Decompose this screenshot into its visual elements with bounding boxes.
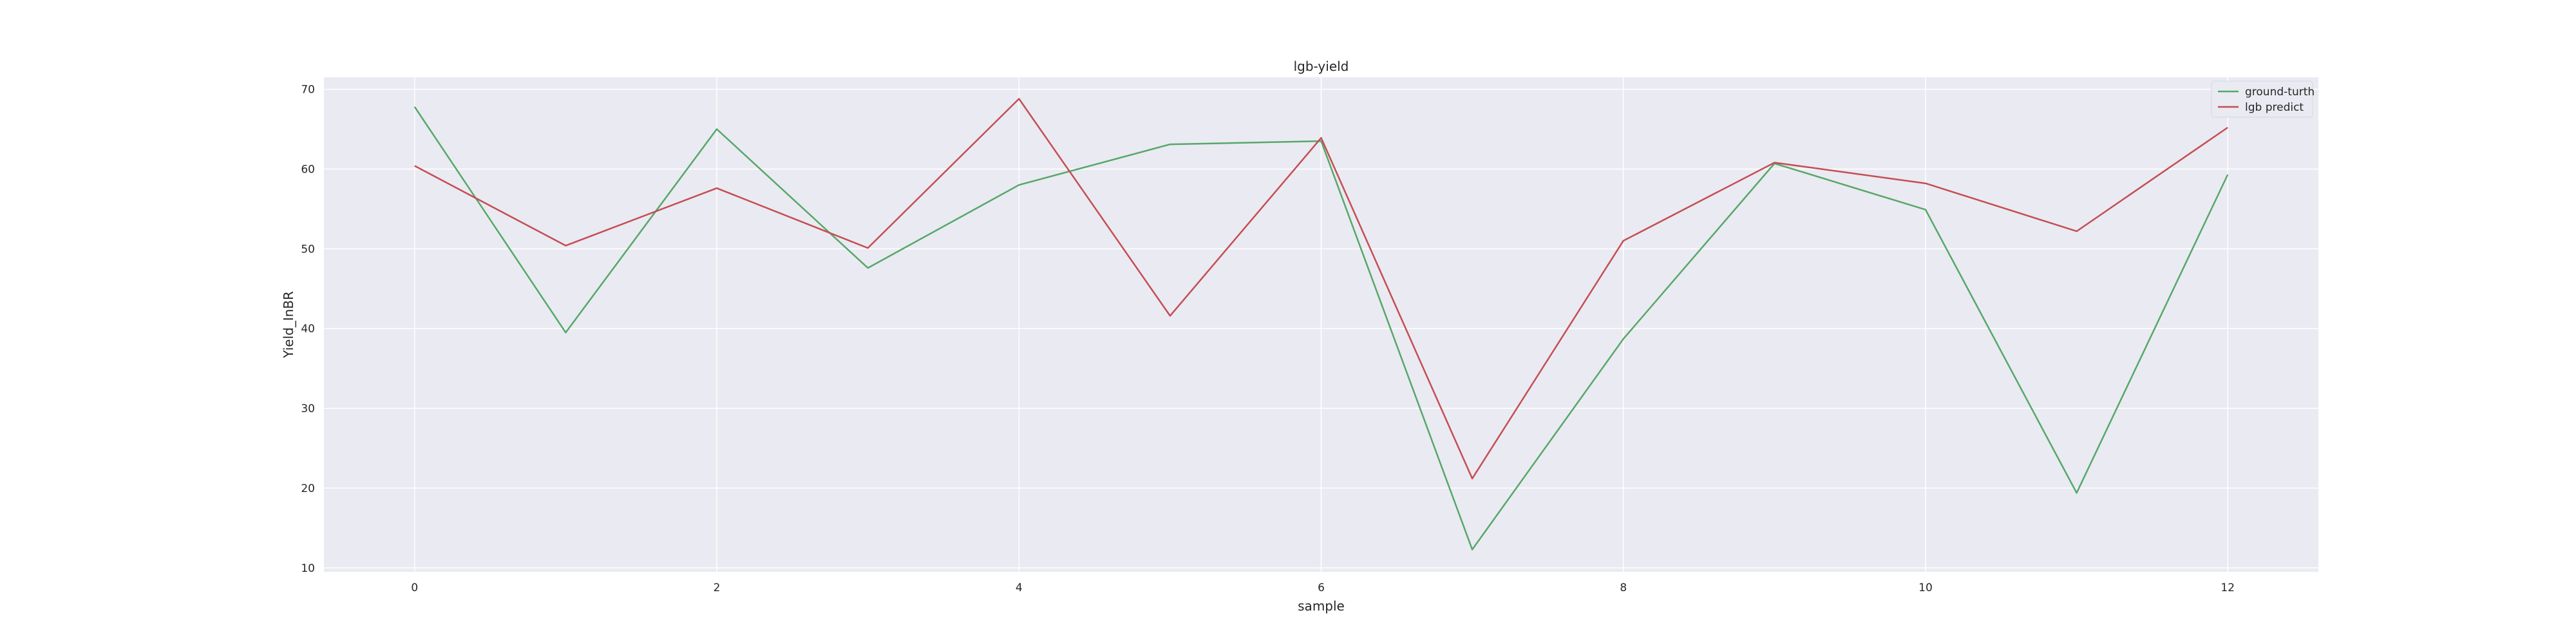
legend: ground-turth lgb predict (2211, 80, 2315, 118)
legend-label: lgb predict (2245, 101, 2304, 114)
y-tick-label: 50 (301, 243, 315, 256)
y-tick-label: 20 (301, 482, 315, 495)
series-line-lgb-predict (414, 98, 2228, 480)
x-tick-label: 0 (411, 582, 418, 594)
x-tick-label: 6 (1318, 582, 1325, 594)
legend-label: ground-turth (2245, 86, 2315, 99)
x-axis-label: sample (1298, 598, 1345, 614)
y-tick-label: 60 (301, 163, 315, 176)
x-tick-label: 2 (714, 582, 721, 594)
y-tick-label: 10 (301, 562, 315, 575)
x-tick-label: 8 (1620, 582, 1627, 594)
legend-frame (2211, 80, 2313, 118)
grid (324, 77, 2318, 572)
y-tick-label: 70 (301, 84, 315, 97)
y-tick-label: 40 (301, 323, 315, 336)
chart-title: lgb-yield (1294, 59, 1349, 74)
y-axis-label: Yield_InBR (281, 291, 296, 359)
tick-labels: 0 2 4 6 8 10 12 10 20 30 40 50 60 70 (301, 84, 2235, 594)
x-tick-label: 12 (2221, 582, 2235, 594)
series-lines (413, 98, 2229, 551)
x-tick-label: 10 (1918, 582, 1933, 594)
x-tick-label: 4 (1016, 582, 1023, 594)
y-tick-label: 30 (301, 402, 315, 415)
